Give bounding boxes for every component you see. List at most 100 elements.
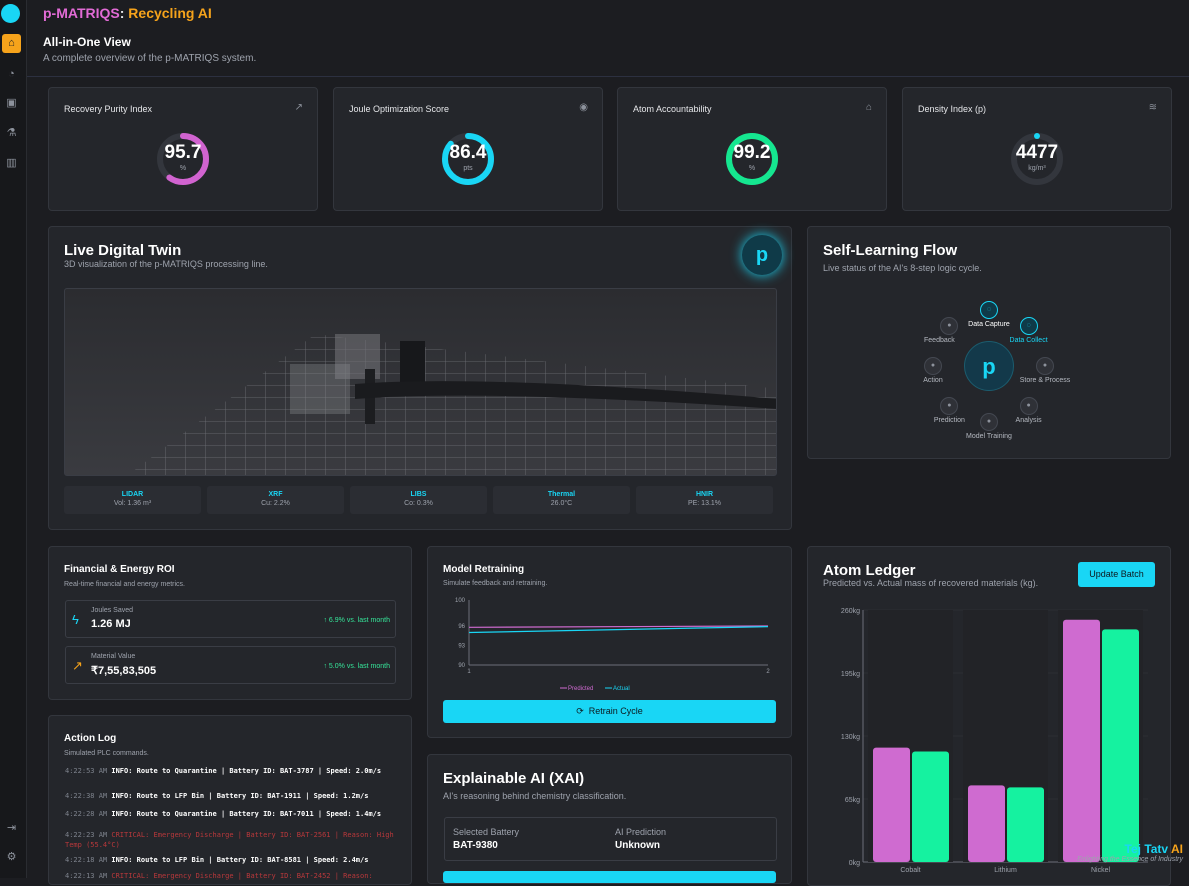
sensor-value: Vol: 1.36 m³ — [113, 500, 152, 507]
logout-icon[interactable]: ⇥ — [6, 822, 17, 834]
kpi-card: Recovery Purity Index ↗ 95.7 % — [48, 87, 318, 211]
bar-cobalt-1 — [912, 751, 949, 862]
x-tick-label: Nickel — [1091, 867, 1111, 874]
twin-subtitle: 3D visualization of the p-MATRIQS proces… — [64, 259, 268, 269]
retrain-cycle-button[interactable]: ⟳ Retrain Cycle — [443, 700, 776, 723]
gauge-fill — [1011, 133, 1063, 185]
roi-card: Financial & Energy ROI Real-time financi… — [48, 546, 412, 700]
flow-step-node: ● — [980, 413, 998, 431]
refresh-icon: ⟳ — [576, 706, 584, 716]
kpi-gauge: 95.7 % — [156, 132, 210, 186]
log-entry: 4:22:13 AM CRITICAL: Emergency Discharge… — [65, 871, 395, 881]
xai-subtitle: AI's reasoning behind chemistry classifi… — [443, 791, 627, 801]
flow-center: p — [964, 341, 1014, 391]
x-tick-label: Lithium — [994, 867, 1017, 874]
logo — [1, 4, 20, 23]
sensor-name: LIDAR — [121, 491, 144, 498]
twin-scene — [127, 334, 776, 475]
ledger-subtitle: Predicted vs. Actual mass of recovered m… — [823, 578, 1039, 588]
robot-icon[interactable]: ▣ — [6, 97, 17, 109]
bar-chart-icon[interactable]: ▥ — [6, 157, 17, 169]
flow-step-node: ● — [940, 396, 959, 415]
gauge-icon[interactable]: ◔ — [8, 68, 15, 80]
flow-step-node: ● — [940, 317, 959, 336]
y-tick-label: 96 — [458, 624, 465, 630]
sensor-value: 26.0°C — [550, 500, 573, 507]
retrain-card: Model Retraining Simulate feedback and r… — [427, 546, 792, 738]
gauge-ring — [1011, 133, 1063, 185]
flow-step-label: Analysis — [1015, 416, 1042, 424]
home-icon[interactable]: ⌂ — [2, 34, 21, 53]
log-text: CRITICAL: Emergency Discharge | Battery … — [111, 872, 373, 880]
log-entry: 4:22:18 AM INFO: Route to LFP Bin | Batt… — [65, 855, 395, 865]
roi-label: Joules Saved — [91, 607, 134, 614]
sensor-lidar: LIDAR Vol: 1.36 m³ — [64, 486, 201, 514]
y-tick-label: 195kg — [841, 671, 860, 678]
flow-step-label: Data Capture — [968, 321, 1010, 328]
log-title: Action Log — [64, 733, 117, 744]
kpi-unit: % — [748, 165, 756, 172]
floor-grid — [127, 334, 776, 475]
sensor-value: Co: 0.3% — [404, 500, 433, 507]
roi-change: ↑ 5.0% vs. last month — [323, 663, 390, 670]
y-tick-label: 100 — [455, 598, 466, 604]
roi-item-joules: ϟ Joules Saved 1.26 MJ ↑ 6.9% vs. last m… — [65, 600, 396, 638]
kpi-gauge: 99.2 % — [725, 132, 779, 186]
sensor-libs: LIBS Co: 0.3% — [350, 486, 487, 514]
ledger-title: Atom Ledger — [823, 562, 916, 579]
flow-step-label: Prediction — [933, 416, 965, 424]
bolt-icon: ϟ — [72, 612, 79, 627]
kpi-card: Density Index (p) ≋ 4477 kg/m³ — [902, 87, 1172, 211]
log-time: 4:22:18 AM — [65, 856, 108, 864]
kpi-gauge: 86.4 pts — [441, 132, 495, 186]
ai-prediction-label: AI Prediction — [615, 827, 667, 837]
kpi-title: Recovery Purity Index — [64, 104, 153, 114]
gear-icon[interactable]: ⚙ — [6, 851, 17, 863]
selected-battery-value: BAT-9380 — [453, 840, 498, 851]
factory-icon: ⌂ — [865, 102, 872, 113]
selected-battery-label: Selected Battery — [453, 827, 520, 837]
flow-title: Self-Learning Flow — [823, 242, 958, 259]
page-title: All-in-One View — [43, 35, 131, 49]
log-entry: 4:22:23 AM CRITICAL: Emergency Discharge… — [65, 830, 395, 850]
y-tick-label: 0kg — [849, 860, 860, 867]
sensor-value: PE: 13.1% — [687, 500, 722, 507]
sensor-xrf: XRF Cu: 2.2% — [207, 486, 344, 514]
roi-value: 1.26 MJ — [91, 618, 131, 630]
y-tick-label: 260kg — [841, 608, 860, 615]
xai-selection-box: Selected Battery BAT-9380 AI Prediction … — [444, 817, 777, 861]
twin-3d-viewport[interactable] — [64, 288, 777, 476]
y-tick-label: 65kg — [845, 797, 860, 804]
page-subtitle: A complete overview of the p-MATRIQS sys… — [43, 53, 257, 64]
log-time: 4:22:23 AM — [65, 831, 108, 839]
x-tick-label: 1 — [467, 669, 471, 675]
update-batch-button[interactable]: Update Batch — [1078, 562, 1155, 587]
sensor-name: LIBS — [410, 491, 427, 498]
sensor-hnir: HNIR PE: 13.1% — [636, 486, 773, 514]
twin-title: Live Digital Twin — [64, 242, 182, 259]
log-entry: 4:22:28 AM INFO: Route to Quarantine | B… — [65, 809, 395, 819]
app-title: p-MATRIQS: Recycling AI — [43, 5, 212, 21]
gauge-fill — [442, 133, 494, 185]
brand-name: Tej Tatv — [1124, 842, 1169, 856]
bar-lithium-1 — [1007, 787, 1044, 862]
kpi-gauge: 4477 kg/m³ — [1010, 132, 1064, 186]
kpi-value: 4477 — [1015, 142, 1059, 163]
roi-change: ↑ 6.9% vs. last month — [323, 617, 390, 624]
kpi-unit: kg/m³ — [1028, 165, 1046, 172]
roi-item-material: ↗ Material Value ₹7,55,83,505 ↑ 5.0% vs.… — [65, 646, 396, 684]
divider — [27, 76, 1189, 77]
ai-prediction-value: Unknown — [615, 840, 660, 851]
flask-icon[interactable]: ⚗ — [6, 127, 17, 139]
retrain-subtitle: Simulate feedback and retraining. — [443, 580, 548, 587]
trend-up-icon: ↗ — [294, 102, 303, 113]
sensor-name: XRF — [268, 491, 283, 498]
flow-step-label: Store & Process — [1019, 377, 1071, 384]
xai-action-button[interactable] — [443, 871, 776, 883]
log-text: INFO: Route to LFP Bin | Battery ID: BAT… — [111, 792, 369, 800]
flow-step-node: ◌ — [980, 301, 998, 319]
bar-nickel-1 — [1102, 629, 1139, 862]
kpi-unit: % — [179, 165, 187, 172]
kpi-card: Joule Optimization Score ◉ 86.4 pts — [333, 87, 603, 211]
flow-step-label: Feedback — [924, 337, 955, 345]
